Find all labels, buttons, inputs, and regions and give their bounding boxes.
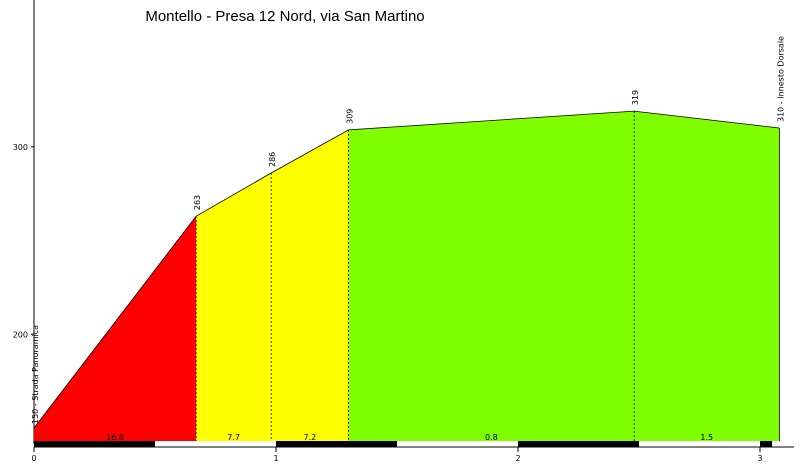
profile-line [33,110,780,444]
chart-title: Montello - Presa 12 Nord, via San Martin… [145,8,424,25]
axis-band-dark [518,441,639,447]
gradient-segment-4 [348,111,635,444]
gradient-labels: 16.8 7.7 7.2 0.8 1.5 [106,433,713,442]
gradient-segment-1 [34,216,197,444]
elevation-label: 319 [631,90,640,105]
profile-outline [33,110,780,429]
x-tick-label: 0 [31,454,36,463]
elevation-label: 309 [346,109,355,124]
gradient-segment-5 [634,111,780,444]
elevation-label: 286 [268,152,277,167]
gradient-label: 7.2 [304,433,317,442]
axis-band-background [34,441,794,447]
x-axis: 0 1 2 3 [31,441,794,463]
axis-band-dark [276,441,397,447]
axis-band-dark [760,441,773,447]
gradient-label: 1.5 [700,433,713,442]
x-tick-label: 3 [757,454,762,463]
gradient-segments [34,111,780,444]
gradient-segment-3 [271,129,349,444]
gradient-segment-2 [196,173,272,444]
y-tick-label: 200 [13,330,28,339]
axis-band-dark [34,441,155,447]
gradient-label: 7.7 [227,433,240,442]
elevation-label: 310 - Innesto Dorsale [776,36,785,122]
y-tick-label: 300 [13,143,28,152]
gradient-label: 0.8 [485,433,498,442]
elevation-label: 150 - Strada Panoramica [31,325,40,424]
elevation-label: 263 [193,195,202,210]
y-axis-ticks: 200 300 [13,143,34,339]
gradient-label: 16.8 [106,433,124,442]
x-tick-label: 1 [273,454,278,463]
elevation-labels: 150 - Strada Panoramica 263 286 309 319 310 -… [31,36,785,424]
x-tick-label: 2 [515,454,520,463]
